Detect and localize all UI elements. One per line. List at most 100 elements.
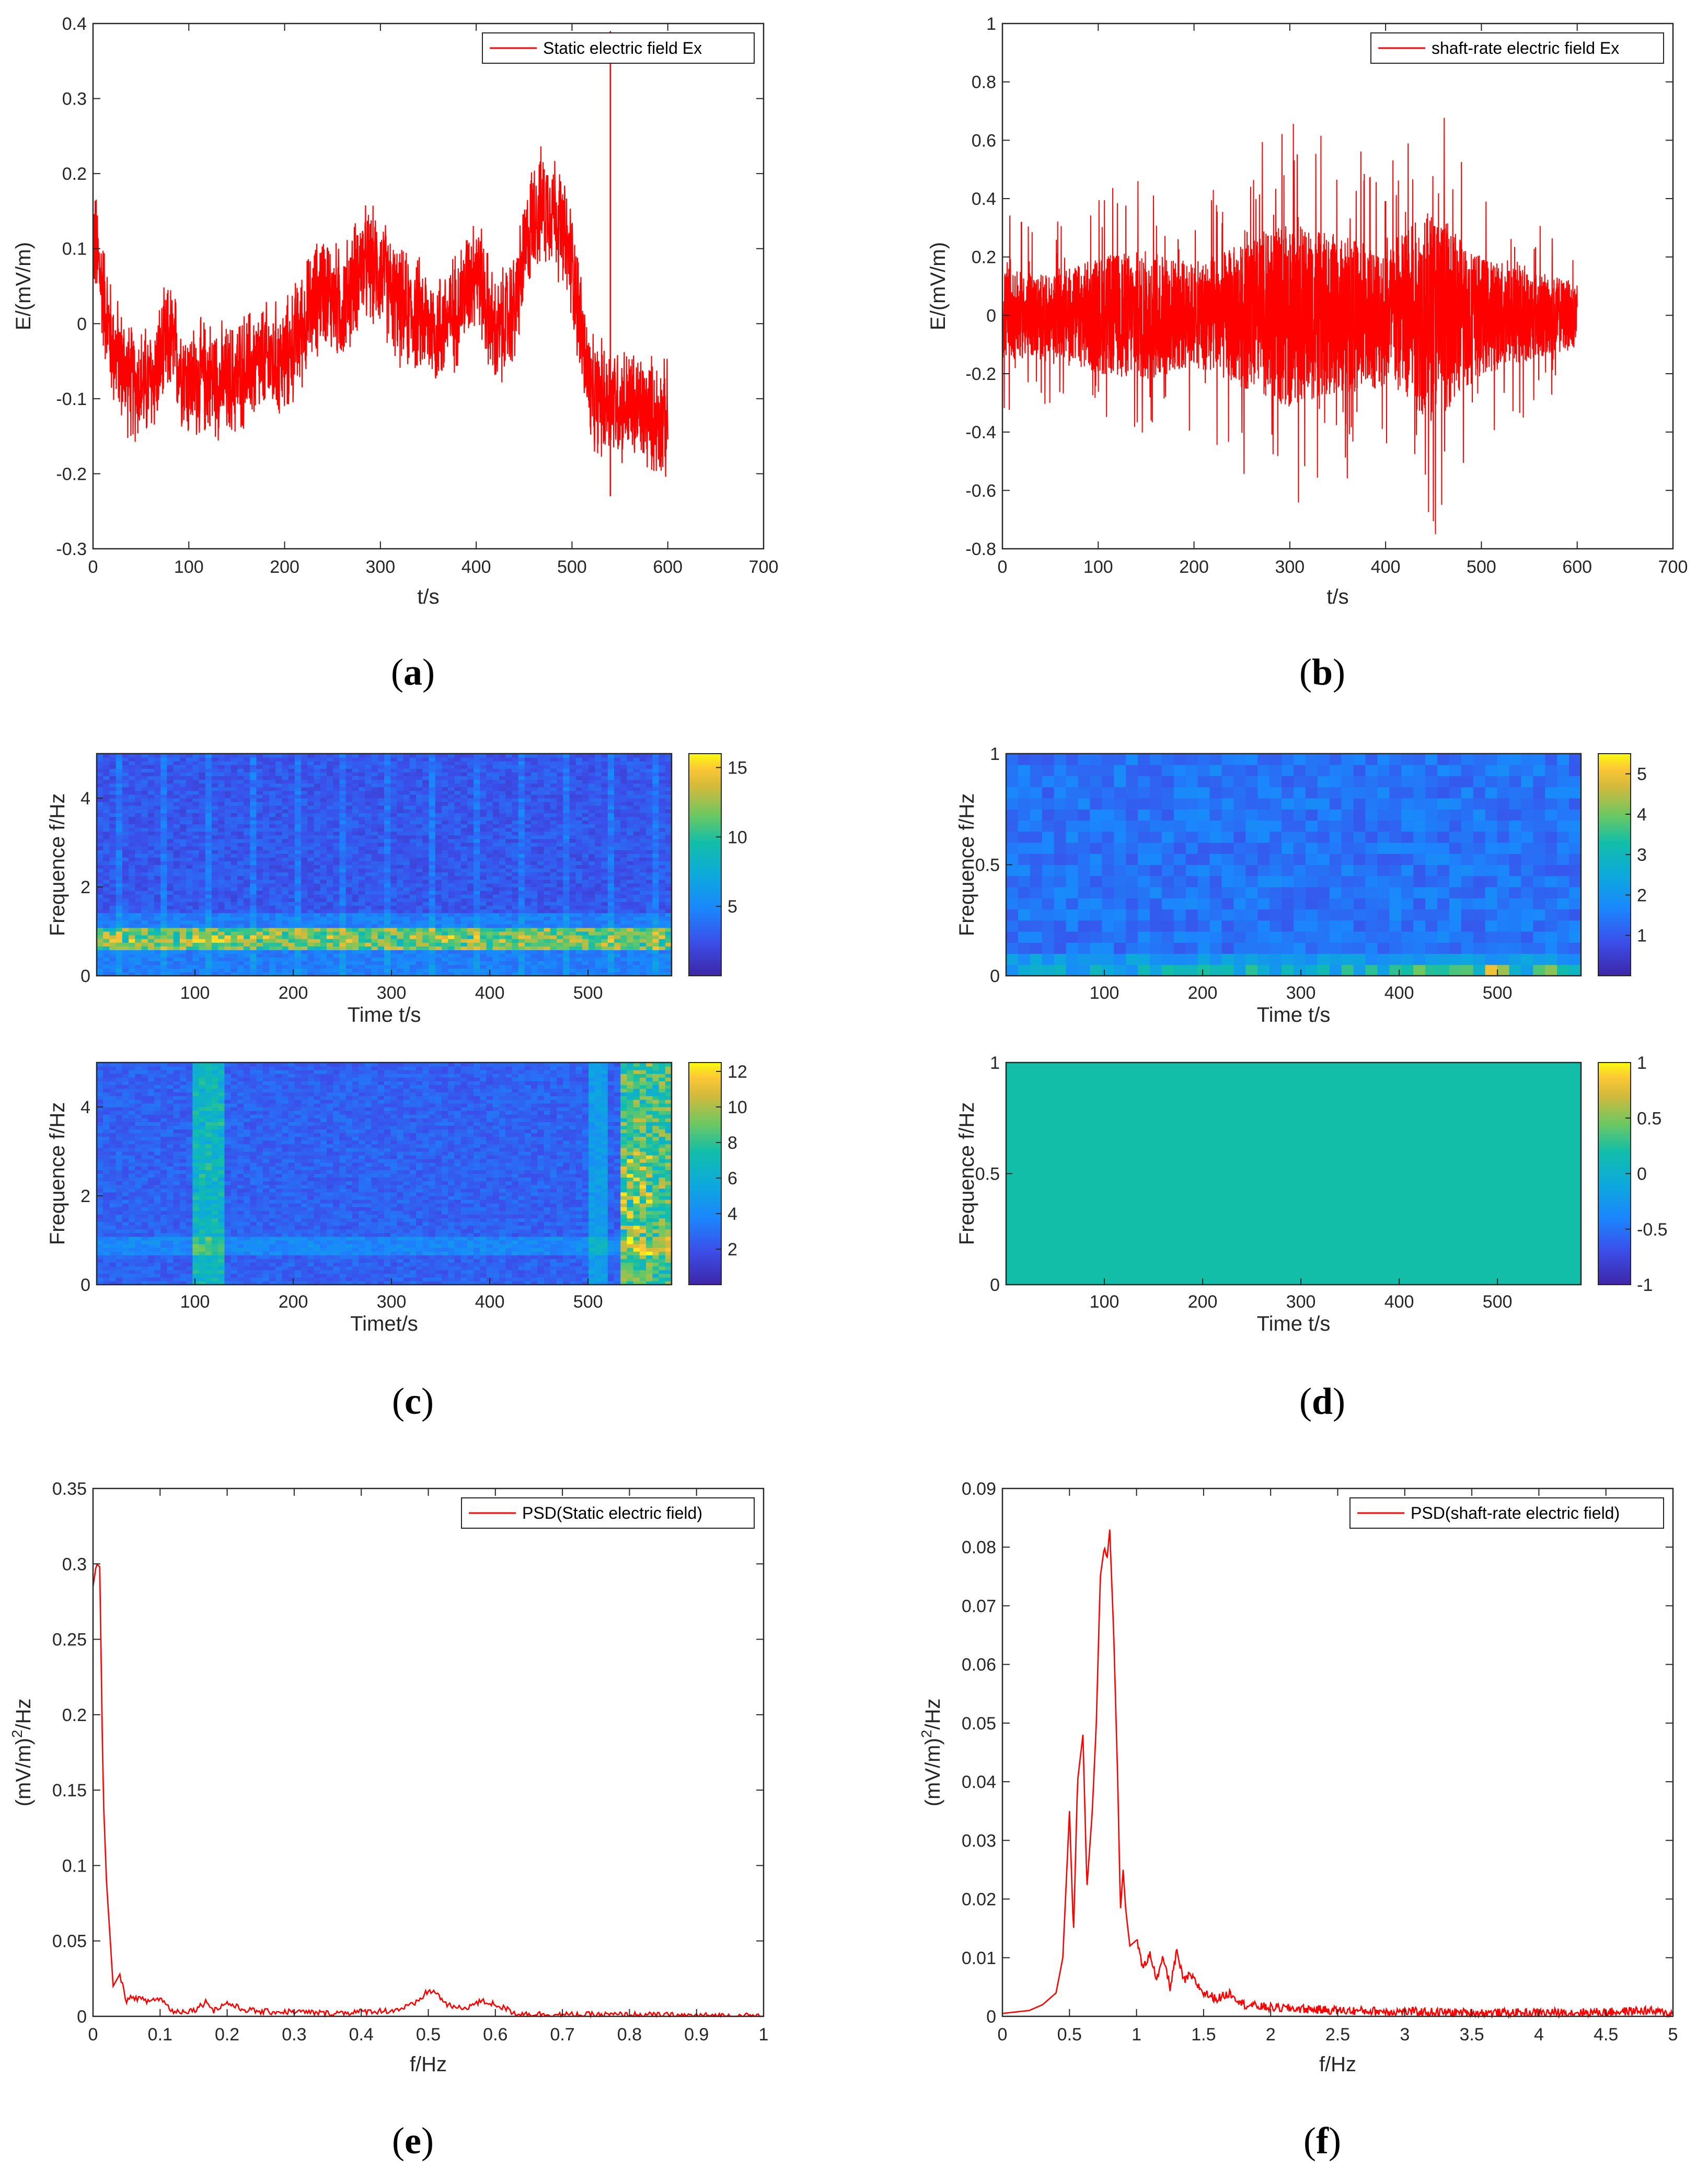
heatmap-cell: [486, 827, 493, 832]
heatmap-cell: [122, 964, 129, 969]
heatmap-cell: [416, 802, 423, 806]
heatmap-cell: [192, 824, 200, 828]
heatmap-cell: [467, 820, 474, 825]
heatmap-cell: [352, 902, 359, 906]
heatmap-cell: [314, 772, 321, 777]
heatmap-cell: [320, 953, 327, 958]
heatmap-cell: [116, 902, 123, 906]
heatmap-cell: [282, 953, 289, 958]
heatmap-cell: [588, 794, 595, 799]
heatmap-cell: [141, 857, 148, 862]
heatmap-cell: [294, 802, 302, 806]
heatmap-cell: [480, 879, 487, 884]
heatmap-cell: [486, 765, 493, 769]
heatmap-cell: [262, 754, 270, 758]
heatmap-cell: [244, 768, 250, 773]
heatmap-cell: [512, 887, 519, 891]
heatmap-cell: [486, 909, 493, 914]
heatmap-cell: [116, 924, 123, 928]
heatmap-cell: [199, 798, 206, 802]
heatmap-cell: [557, 957, 563, 962]
heatmap-cell: [531, 972, 538, 976]
heatmap-cell: [333, 891, 340, 895]
heatmap-cell: [256, 872, 263, 876]
heatmap-cell: [352, 968, 359, 973]
heatmap-cell: [409, 887, 417, 891]
heatmap-cell: [141, 916, 148, 921]
heatmap-cell: [103, 857, 110, 862]
heatmap-cell: [460, 827, 468, 832]
heatmap-cell: [345, 875, 353, 880]
heatmap-cell: [607, 913, 615, 917]
heatmap-cell: [512, 838, 519, 843]
heatmap-cell: [492, 968, 500, 973]
heatmap-cell: [365, 838, 372, 843]
heatmap-cell: [314, 802, 321, 806]
heatmap-cell: [339, 891, 347, 895]
heatmap-cell: [135, 853, 142, 858]
heatmap-cell: [352, 942, 359, 947]
heatmap-cell: [301, 820, 308, 825]
heatmap-cell: [499, 924, 506, 928]
heatmap-cell: [416, 920, 423, 925]
heatmap-cell: [212, 850, 218, 854]
heatmap-cell: [416, 790, 423, 795]
heatmap-cell: [505, 887, 513, 891]
heatmap-cell: [135, 838, 142, 843]
heatmap-cell: [486, 787, 493, 791]
heatmap-cell: [359, 924, 365, 928]
heatmap-cell: [588, 905, 595, 910]
heatmap-cell: [588, 805, 595, 810]
heatmap-cell: [499, 838, 506, 843]
heatmap-cell: [422, 894, 430, 898]
heatmap-cell: [307, 842, 315, 847]
heatmap-cell: [397, 920, 404, 925]
heatmap-cell: [575, 935, 583, 939]
heatmap-cell: [173, 824, 180, 828]
heatmap-cell: [173, 898, 180, 902]
heatmap-cell: [499, 824, 506, 828]
heatmap-cell: [397, 768, 404, 773]
heatmap-cell: [205, 765, 212, 769]
heatmap-cell: [518, 942, 525, 947]
heatmap-cell: [467, 968, 474, 973]
heatmap-cell: [435, 779, 442, 784]
heatmap-cell: [435, 846, 442, 850]
heatmap-cell: [544, 776, 551, 780]
heatmap-cell: [359, 939, 365, 943]
heatmap-cell: [512, 779, 519, 784]
heatmap-cell: [480, 838, 487, 843]
heatmap-cell: [314, 754, 321, 758]
heatmap-cell: [282, 924, 289, 928]
heatmap-cell: [359, 961, 365, 965]
heatmap-cell: [403, 916, 410, 921]
heatmap-cell: [595, 953, 602, 958]
heatmap-cell: [122, 842, 129, 847]
heatmap-cell: [492, 765, 500, 769]
heatmap-cell: [569, 761, 576, 765]
heatmap-cell: [474, 816, 480, 821]
heatmap-cell: [601, 920, 608, 925]
heatmap-cell: [345, 761, 353, 765]
heatmap-cell: [256, 831, 263, 836]
heatmap-cell: [505, 939, 513, 943]
heatmap-cell: [262, 946, 270, 951]
heatmap-cell: [454, 842, 461, 847]
heatmap-cell: [429, 754, 436, 758]
heatmap-cell: [416, 805, 423, 810]
heatmap-cell: [480, 765, 487, 769]
heatmap-cell: [442, 864, 448, 869]
heatmap-cell: [327, 768, 333, 773]
y-tick-label: -0.1: [56, 389, 87, 409]
heatmap-cell: [301, 875, 308, 880]
heatmap-cell: [230, 972, 238, 976]
heatmap-cell: [141, 864, 148, 869]
heatmap-cell: [474, 798, 480, 802]
heatmap-cell: [212, 898, 218, 902]
heatmap-cell: [390, 835, 398, 839]
heatmap-cell: [218, 816, 225, 821]
heatmap-cell: [135, 898, 142, 902]
heatmap-cell: [390, 883, 398, 887]
heatmap-cell: [256, 809, 263, 813]
heatmap-cell: [422, 802, 430, 806]
